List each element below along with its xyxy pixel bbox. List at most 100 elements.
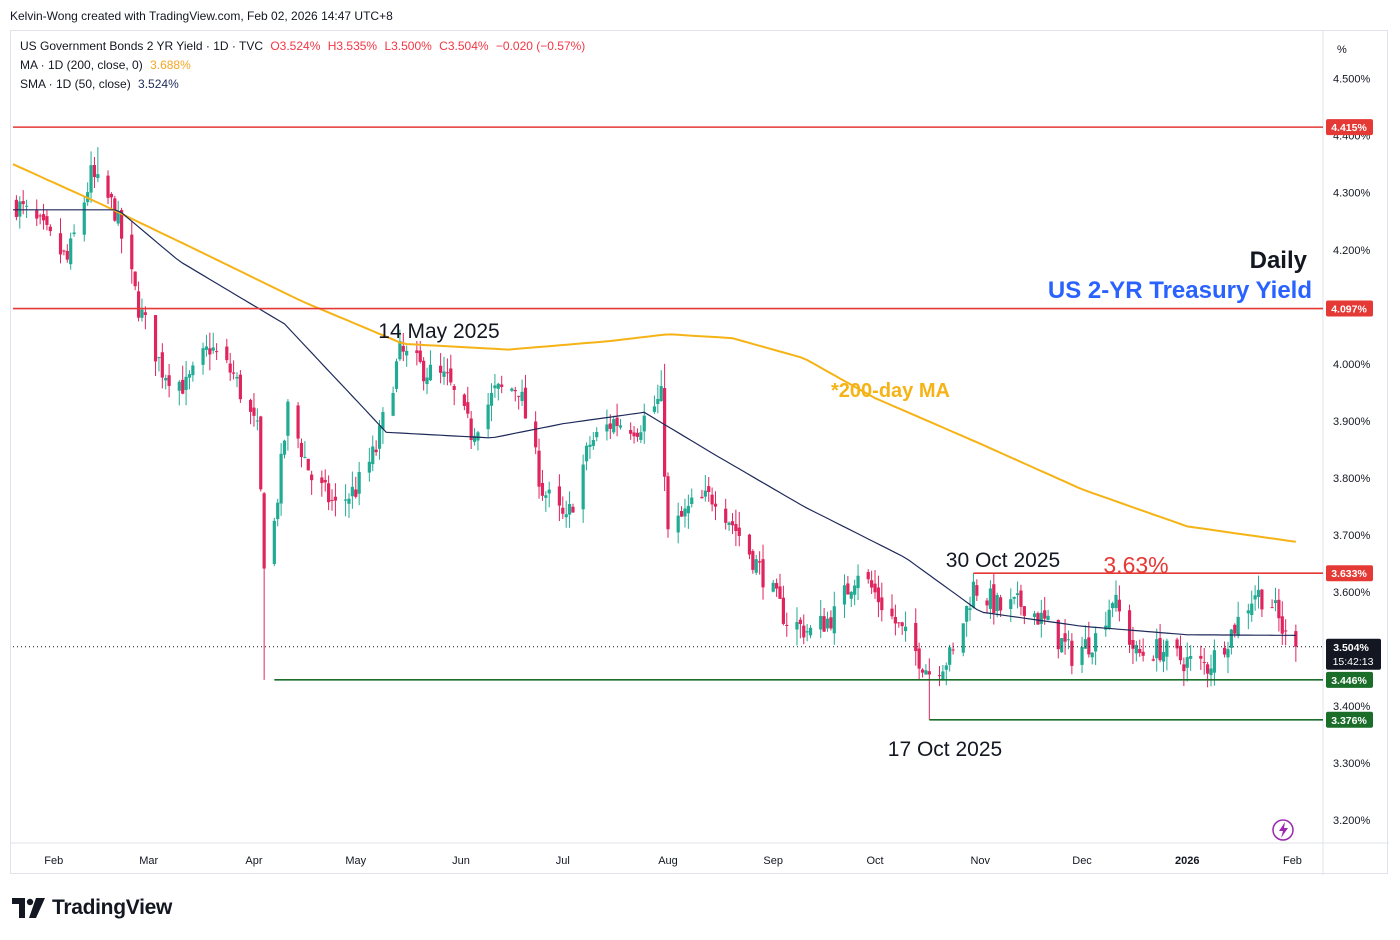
level-price-badge (1326, 711, 1373, 728)
candle-up (567, 504, 572, 515)
candle-up (394, 361, 399, 389)
time-tick-label: Apr (245, 855, 262, 867)
candle-up (1161, 651, 1166, 662)
candle-up (849, 591, 853, 599)
candle-down (1056, 619, 1060, 650)
candle-down (374, 449, 378, 453)
candle-up (903, 626, 908, 632)
candle-up (303, 456, 307, 458)
candle-down (92, 165, 97, 178)
candle-up (659, 386, 663, 402)
bar-countdown: 15:42:13 (1333, 656, 1374, 668)
candle-down (466, 402, 470, 414)
candle-up (690, 497, 694, 505)
candle-up (425, 377, 429, 385)
candle-up (944, 665, 948, 670)
candle-up (272, 520, 276, 564)
candle-down (401, 345, 405, 352)
candle-down (822, 616, 826, 632)
price-tick-label: 3.800% (1333, 473, 1371, 485)
candle-up (235, 376, 239, 379)
candle-down (632, 432, 636, 437)
legend-open: O3.524% (270, 39, 321, 53)
price-chart[interactable]: %4.500%4.400%4.300%4.200%4.100%4.000%3.9… (11, 31, 1389, 875)
candle-down (208, 348, 212, 355)
candle-up (703, 490, 707, 497)
candle-down (1117, 599, 1121, 612)
legend-sma-label: SMA · 1D (50, close) (20, 77, 131, 91)
candle-up (656, 398, 660, 404)
candle-up (727, 522, 731, 525)
last-price-label: 3.504% (1333, 642, 1369, 654)
candle-down (181, 379, 185, 394)
candle-down (422, 360, 426, 382)
candle-up (754, 559, 758, 573)
candle-up (808, 627, 813, 636)
candle-down (1294, 631, 1298, 647)
candle-up (1012, 596, 1016, 599)
level-price-badge (1326, 671, 1373, 688)
candle-down (937, 675, 942, 677)
candle-down (663, 388, 667, 477)
level-price-label: 3.633% (1331, 568, 1367, 580)
candle-down (45, 216, 49, 225)
candle-down (523, 387, 528, 419)
candle-down (1284, 630, 1288, 632)
time-tick-label: Aug (658, 855, 678, 867)
candle-down (724, 508, 728, 523)
candle-down (517, 395, 521, 397)
price-axis-unit: % (1337, 44, 1347, 56)
annotation-may-high: 14 May 2025 (378, 320, 499, 343)
level-price-badge (1326, 119, 1373, 136)
candle-down (734, 524, 738, 532)
time-tick-label: Dec (1072, 855, 1092, 867)
candle-up (496, 383, 500, 389)
candle-up (255, 420, 259, 422)
candle-down (1063, 633, 1067, 642)
candle-down (320, 477, 324, 484)
candle-down (534, 421, 538, 448)
candle-up (140, 309, 144, 318)
candle-up (642, 415, 646, 432)
candle-up (1134, 645, 1138, 654)
time-tick-label: Sep (763, 855, 783, 867)
candle-up (605, 424, 609, 432)
candle-down (730, 521, 735, 526)
candle-up (564, 514, 568, 518)
candle-down (439, 365, 443, 373)
candle-up (381, 412, 385, 430)
candle-up (825, 618, 830, 629)
candle-down (48, 226, 52, 232)
candle-up (612, 419, 616, 433)
candle-up (1046, 615, 1050, 620)
ma200-line (12, 163, 1296, 543)
candle-down (1158, 638, 1162, 661)
candle-up (856, 575, 860, 589)
candle-down (215, 351, 219, 353)
candle-up (588, 444, 592, 447)
price-tick-label: 3.600% (1333, 587, 1371, 599)
chart-frame[interactable]: %4.500%4.400%4.300%4.200%4.100%4.000%3.9… (10, 30, 1389, 875)
annotation-subtitle: US 2-YR Treasury Yield (1048, 277, 1312, 304)
candle-down (846, 583, 850, 595)
candle-up (350, 486, 354, 497)
candle-down (14, 199, 18, 217)
candle-up (618, 425, 623, 428)
candle-down (299, 442, 304, 458)
candle-down (751, 551, 755, 570)
time-tick-label: 2026 (1175, 855, 1199, 867)
candle-down (985, 600, 989, 606)
candle-down (449, 368, 453, 383)
candle-up (1114, 594, 1118, 609)
candle-up (941, 671, 945, 680)
candle-down (106, 175, 110, 198)
candle-down (557, 486, 561, 506)
candle-down (120, 209, 124, 239)
candle-down (1141, 651, 1145, 656)
candle-down (747, 534, 752, 555)
tradingview-logo[interactable]: TradingView (12, 895, 172, 921)
candle-down (920, 669, 925, 673)
candle-down (1087, 637, 1091, 655)
candle-down (327, 483, 331, 503)
candle-up (367, 461, 371, 473)
